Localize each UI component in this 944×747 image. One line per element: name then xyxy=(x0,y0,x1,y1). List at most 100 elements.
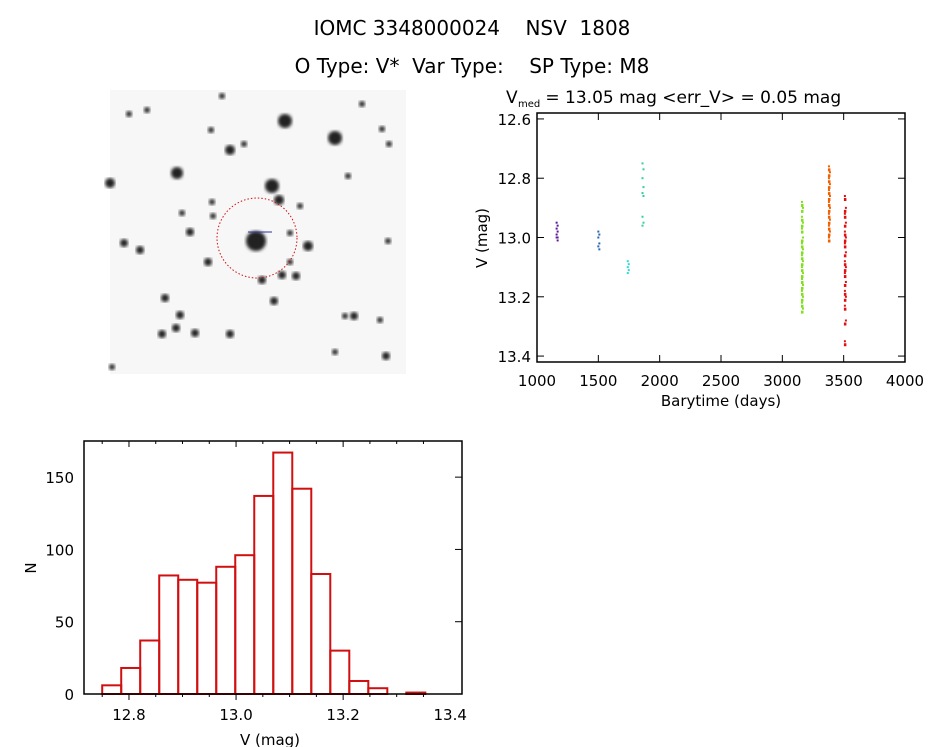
data-point xyxy=(801,272,804,275)
star xyxy=(219,93,225,99)
star xyxy=(274,195,284,205)
star xyxy=(186,228,194,236)
data-point xyxy=(801,295,804,298)
data-point xyxy=(844,236,847,239)
data-point xyxy=(843,292,847,296)
data-point xyxy=(800,298,804,302)
data-point xyxy=(801,248,804,251)
x-tick-label: 2500 xyxy=(702,372,740,390)
star xyxy=(270,297,278,305)
data-point xyxy=(827,212,830,215)
data-point xyxy=(844,266,847,269)
star xyxy=(208,127,214,133)
data-point xyxy=(627,263,630,266)
data-point xyxy=(800,209,804,213)
star xyxy=(297,203,303,209)
data-point xyxy=(843,263,847,267)
star xyxy=(158,330,166,338)
data-point xyxy=(827,221,831,225)
data-point xyxy=(555,227,558,230)
star xyxy=(386,141,392,147)
x-tick-label: 13.4 xyxy=(434,706,467,724)
data-point xyxy=(556,224,559,227)
x-axis-label: Barytime (days) xyxy=(661,392,781,410)
histogram-bar xyxy=(234,554,256,695)
data-point xyxy=(556,239,559,242)
data-point xyxy=(828,171,831,174)
data-point xyxy=(801,307,804,310)
data-point xyxy=(827,168,831,172)
data-point xyxy=(800,281,804,284)
x-tick-label: 12.8 xyxy=(112,706,145,724)
data-point xyxy=(800,301,803,304)
data-point xyxy=(556,230,559,233)
histogram-chart: 12.8 13.0 13.2 13.4 0 50 100 150 V (mag) N xyxy=(22,440,467,747)
data-point xyxy=(843,275,847,279)
data-point xyxy=(800,230,804,234)
light-curve-chart: 1000 1500 2000 2500 3000 3500 4000 12.6 12.8 13.0… xyxy=(473,88,924,410)
histogram-bar xyxy=(196,581,218,695)
data-point xyxy=(827,165,830,168)
star xyxy=(171,167,183,179)
data-point xyxy=(843,322,847,326)
data-point xyxy=(844,206,847,209)
star xyxy=(342,313,348,319)
data-point xyxy=(800,218,804,222)
data-point xyxy=(641,224,644,227)
data-point xyxy=(627,269,630,272)
data-point xyxy=(800,263,804,267)
finder-image xyxy=(105,90,406,374)
data-point xyxy=(626,260,629,263)
star xyxy=(120,239,128,247)
histogram-bar xyxy=(120,666,142,695)
star xyxy=(345,173,351,179)
data-point xyxy=(642,221,645,224)
y-tick-label: 13.4 xyxy=(498,348,531,366)
histogram-bar xyxy=(158,574,180,695)
figure-title: IOMC 3348000024 NSV 1808 xyxy=(313,16,631,40)
data-point xyxy=(843,215,847,219)
star xyxy=(246,231,266,251)
x-tick-label: 1500 xyxy=(579,372,617,390)
data-point xyxy=(800,227,803,230)
data-point xyxy=(827,233,831,237)
x-tick-label: 1000 xyxy=(518,372,556,390)
star xyxy=(385,238,391,244)
data-point xyxy=(800,245,804,249)
histogram-bar xyxy=(139,639,161,696)
y-tick-label: 13.2 xyxy=(498,289,531,307)
data-point xyxy=(827,180,831,184)
star xyxy=(350,312,358,320)
data-point xyxy=(801,283,804,286)
data-point xyxy=(800,224,804,228)
data-point xyxy=(843,343,847,347)
data-point xyxy=(800,292,804,296)
x-tick-label: 3000 xyxy=(763,372,801,390)
star xyxy=(287,259,293,265)
data-point xyxy=(800,251,804,255)
y-axis-label: V (mag) xyxy=(473,208,491,268)
data-point xyxy=(843,245,847,249)
y-tick-label: 12.6 xyxy=(498,111,531,129)
data-point xyxy=(801,221,804,224)
data-point xyxy=(598,233,601,236)
data-point xyxy=(800,275,804,279)
data-point xyxy=(827,209,831,213)
data-point xyxy=(843,242,846,245)
x-tick-label: 3500 xyxy=(825,372,863,390)
star xyxy=(204,258,212,266)
chart-title-rest: = 13.05 mag <err_V> = 0.05 mag xyxy=(540,88,841,108)
star xyxy=(332,349,338,355)
data-point xyxy=(801,236,804,239)
data-point xyxy=(843,269,847,273)
histogram-bar xyxy=(310,573,332,695)
histogram-bar xyxy=(291,487,313,695)
data-point xyxy=(843,289,846,292)
data-point xyxy=(843,260,846,263)
data-point xyxy=(626,266,629,269)
data-point xyxy=(597,230,600,233)
histogram-bar xyxy=(177,578,199,695)
star xyxy=(359,101,365,107)
data-point xyxy=(641,162,644,165)
y-tick-label: 12.8 xyxy=(498,170,531,188)
